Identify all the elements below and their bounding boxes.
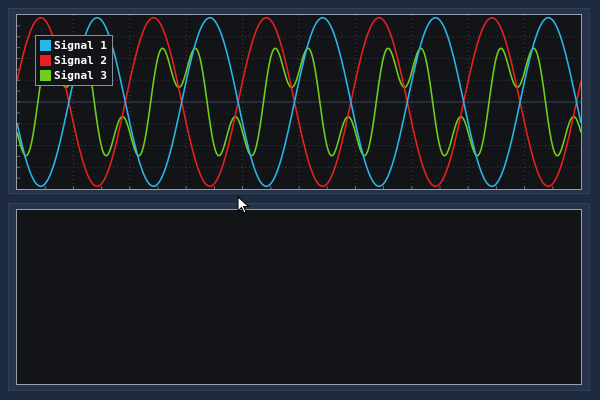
series-line-signal-3 bbox=[17, 47, 581, 157]
mouse-pointer-icon bbox=[237, 196, 250, 214]
bottom-chart-panel bbox=[8, 203, 590, 391]
signal-plot-area[interactable]: Signal 1 Signal 2 Signal 3 bbox=[16, 14, 582, 190]
legend-label-signal-1: Signal 1 bbox=[54, 39, 107, 52]
legend-swatch-signal-1 bbox=[40, 40, 51, 51]
series-line-signal-2 bbox=[17, 16, 581, 188]
legend-label-signal-2: Signal 2 bbox=[54, 54, 107, 67]
legend-item-signal-1: Signal 1 bbox=[40, 38, 107, 53]
legend-label-signal-3: Signal 3 bbox=[54, 69, 107, 82]
legend-swatch-signal-3 bbox=[40, 70, 51, 81]
legend-swatch-signal-2 bbox=[40, 55, 51, 66]
top-chart-panel: Signal 1 Signal 2 Signal 3 bbox=[8, 8, 590, 194]
legend-item-signal-3: Signal 3 bbox=[40, 68, 107, 83]
legend-item-signal-2: Signal 2 bbox=[40, 53, 107, 68]
empty-plot-area[interactable] bbox=[16, 209, 582, 385]
chart-legend: Signal 1 Signal 2 Signal 3 bbox=[35, 35, 113, 86]
